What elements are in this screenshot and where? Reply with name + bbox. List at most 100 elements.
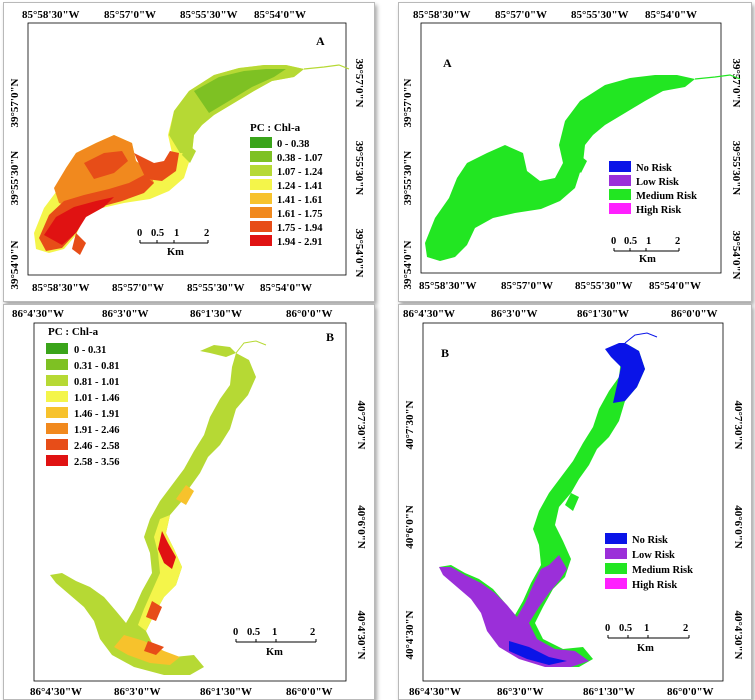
scale-tick-2: 2 [683,623,688,634]
scale-tick-1: 1 [174,228,179,239]
scale-tick-1: 1 [646,236,651,247]
legend-label-2: Low Risk [632,550,675,561]
panel-label: B [441,346,449,360]
left-coord-1: 40°7'30"N [404,400,416,449]
map-neatline [422,322,724,682]
left-coord-1: 39°57'0"N [402,78,414,127]
reservoir-chl-map [34,64,350,255]
legend-label-1: No Risk [636,163,672,174]
legend-swatch-8 [250,235,272,246]
left-coord-1: 39°57'0"N [9,78,21,127]
legend-pc-chla: 0 - 0.38 0.38 - 1.07 1.07 - 1.24 1.24 - … [250,137,323,248]
bottom-coord-4: 86°0'0"W [667,686,714,698]
top-coord-3: 85°55'30"W [571,9,629,21]
bottom-coord-3: 85°55'30"W [187,282,245,294]
legend-label-3: 1.07 - 1.24 [277,167,323,178]
top-coord-3: 85°55'30"W [180,9,238,21]
scale-tick-05: 0.5 [247,627,260,638]
scale-tick-1: 1 [272,627,277,638]
left-coord-3: 40°4'30"N [404,610,416,659]
legend-swatch-6 [46,423,68,434]
bottom-coord-4: 85°54'0"W [260,282,312,294]
scale-tick-0: 0 [137,228,142,239]
legend-label-4: High Risk [632,580,677,591]
legend-pc-chla: 0 - 0.31 0.31 - 0.81 0.81 - 1.01 1.01 - … [46,343,120,468]
legend-title: PC : Chl-a [250,122,301,134]
legend-label-2: 0.31 - 0.81 [74,361,120,372]
legend-label-4: High Risk [636,205,681,216]
legend-swatch-1 [605,533,627,544]
scale-tick-2: 2 [204,228,209,239]
right-coord-1: 40°7'30"N [732,400,744,449]
bottom-coord-2: 86°3'0"W [114,686,161,698]
legend-label-8: 2.58 - 3.56 [74,457,120,468]
left-coord-3: 39°54'0"N [402,240,414,289]
right-coord-3: 39°54'0"N [730,230,742,279]
top-coord-2: 86°3'0"W [102,308,149,320]
top-coord-4: 85°54'0"W [645,9,697,21]
legend-swatch-1 [46,343,68,354]
top-coord-2: 85°57'0"W [104,9,156,21]
legend-label-8: 1.94 - 2.91 [277,237,323,248]
legend-swatch-8 [46,455,68,466]
scale-tick-0: 0 [605,623,610,634]
bottom-coord-2: 85°57'0"W [501,280,553,292]
legend-swatch-2 [609,175,631,186]
top-coord-1: 85°58'30"W [413,9,471,21]
scale-tick-05: 0.5 [624,236,637,247]
top-coord-4: 85°54'0"W [254,9,306,21]
left-coord-2: 40°6'0"N [404,505,416,549]
map-svg-top-left: 85°58'30"W 85°57'0"W 85°55'30"W 85°54'0"… [9,9,365,294]
map-neatline [27,22,347,276]
legend-label-4: 1.24 - 1.41 [277,181,323,192]
legend-risk: No Risk Low Risk Medium Risk High Risk [609,161,697,216]
legend-swatch-3 [605,563,627,574]
legend-swatch-7 [250,221,272,232]
map-panel-bottom-right: 86°4'30"W 86°3'0"W 86°1'30"W 86°0'0"W 40… [398,304,752,700]
legend-label-3: Medium Risk [636,191,697,202]
legend-label-7: 2.46 - 2.58 [74,441,120,452]
scale-bar: 0 0.5 1 2 Km [137,228,209,258]
legend-label-4: 1.01 - 1.46 [74,393,120,404]
top-coord-2: 86°3'0"W [491,308,538,320]
right-coord-2: 40°6'0"N [355,505,367,549]
panel-label: A [443,56,452,70]
legend-label-2: Low Risk [636,177,679,188]
bottom-coord-1: 85°58'30"W [419,280,477,292]
bottom-coord-2: 86°3'0"W [497,686,544,698]
legend-label-6: 1.91 - 2.46 [74,425,120,436]
scale-unit: Km [167,247,184,258]
top-coord-3: 86°1'30"W [577,308,629,320]
top-coord-4: 86°0'0"W [671,308,718,320]
top-coord-1: 86°4'30"W [12,308,64,320]
legend-swatch-7 [46,439,68,450]
legend-swatch-3 [609,189,631,200]
legend-swatch-1 [250,137,272,148]
scale-tick-2: 2 [675,236,680,247]
map-neatline [33,322,347,682]
bottom-coord-1: 86°4'30"W [409,686,461,698]
legend-swatch-2 [250,151,272,162]
panel-label: B [326,330,334,344]
bottom-coord-4: 86°0'0"W [286,686,333,698]
bottom-coord-3: 86°1'30"W [583,686,635,698]
bottom-coord-3: 86°1'30"W [200,686,252,698]
right-coord-3: 40°4'30"N [732,610,744,659]
top-coord-4: 86°0'0"W [286,308,333,320]
scale-unit: Km [266,647,283,658]
right-coord-1: 39°57'0"N [730,58,742,107]
scale-tick-1: 1 [644,623,649,634]
map-neatline [420,22,722,274]
legend-swatch-2 [605,548,627,559]
map-panel-top-left: 85°58'30"W 85°57'0"W 85°55'30"W 85°54'0"… [3,2,375,302]
legend-label-5: 1.41 - 1.61 [277,195,323,206]
map-panel-top-right: 85°58'30"W 85°57'0"W 85°55'30"W 85°54'0"… [398,2,752,302]
reservoir-risk-map [425,74,741,261]
legend-swatch-2 [46,359,68,370]
legend-swatch-3 [250,165,272,176]
legend-label-7: 1.75 - 1.94 [277,223,323,234]
legend-swatch-5 [250,193,272,204]
legend-label-3: Medium Risk [632,565,693,576]
right-coord-2: 39°55'30"N [353,141,365,196]
legend-label-1: No Risk [632,535,668,546]
